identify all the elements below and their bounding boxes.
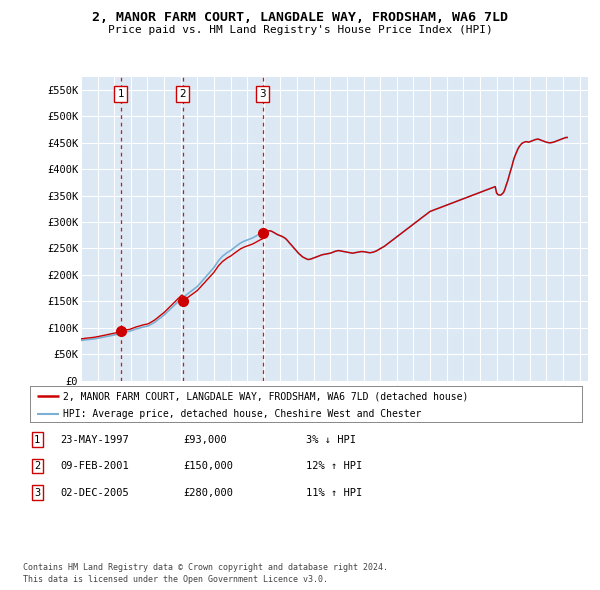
Text: 2, MANOR FARM COURT, LANGDALE WAY, FRODSHAM, WA6 7LD: 2, MANOR FARM COURT, LANGDALE WAY, FRODS…	[92, 11, 508, 24]
Text: 2, MANOR FARM COURT, LANGDALE WAY, FRODSHAM, WA6 7LD (detached house): 2, MANOR FARM COURT, LANGDALE WAY, FRODS…	[63, 391, 469, 401]
Text: 3% ↓ HPI: 3% ↓ HPI	[306, 435, 356, 444]
Text: £150,000: £150,000	[183, 461, 233, 471]
Text: £93,000: £93,000	[183, 435, 227, 444]
Text: 3: 3	[259, 89, 266, 99]
Text: HPI: Average price, detached house, Cheshire West and Chester: HPI: Average price, detached house, Ches…	[63, 409, 421, 419]
Text: 23-MAY-1997: 23-MAY-1997	[60, 435, 129, 444]
Text: 2: 2	[179, 89, 186, 99]
Text: £280,000: £280,000	[183, 488, 233, 497]
Text: Contains HM Land Registry data © Crown copyright and database right 2024.: Contains HM Land Registry data © Crown c…	[23, 563, 388, 572]
Text: This data is licensed under the Open Government Licence v3.0.: This data is licensed under the Open Gov…	[23, 575, 328, 584]
Text: 3: 3	[34, 488, 40, 497]
Text: Price paid vs. HM Land Registry's House Price Index (HPI): Price paid vs. HM Land Registry's House …	[107, 25, 493, 35]
Text: 2: 2	[34, 461, 40, 471]
Text: 1: 1	[118, 89, 124, 99]
Text: 02-DEC-2005: 02-DEC-2005	[60, 488, 129, 497]
Text: 09-FEB-2001: 09-FEB-2001	[60, 461, 129, 471]
Text: 11% ↑ HPI: 11% ↑ HPI	[306, 488, 362, 497]
Text: 12% ↑ HPI: 12% ↑ HPI	[306, 461, 362, 471]
Text: 1: 1	[34, 435, 40, 444]
